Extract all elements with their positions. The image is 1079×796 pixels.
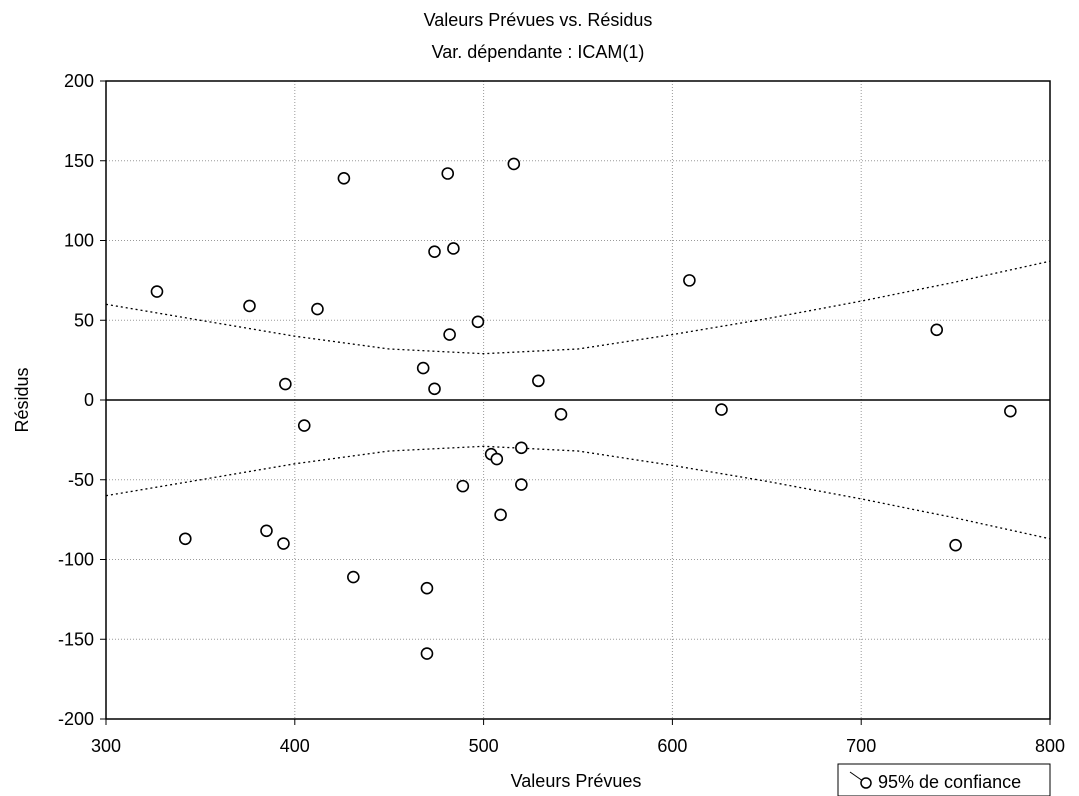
data-point xyxy=(243,299,256,313)
x-tick-label: 300 xyxy=(91,736,121,756)
x-tick-label: 500 xyxy=(469,736,499,756)
data-point xyxy=(930,323,944,337)
data-point xyxy=(297,419,311,432)
y-axis-label: Résidus xyxy=(12,367,32,432)
data-point xyxy=(490,452,504,466)
y-tick-label: 100 xyxy=(64,231,94,251)
data-point xyxy=(456,479,470,493)
chart-subtitle: Var. dépendante : ICAM(1) xyxy=(432,42,645,62)
data-point xyxy=(532,374,545,388)
chart-title: Valeurs Prévues vs. Résidus xyxy=(424,10,653,30)
data-point xyxy=(515,441,528,455)
x-tick-label: 600 xyxy=(657,736,687,756)
y-tick-label: 50 xyxy=(74,310,94,330)
data-point xyxy=(178,532,192,546)
data-point xyxy=(683,274,696,287)
axes xyxy=(105,80,1051,720)
legend: 95% de confiance xyxy=(837,763,1051,796)
data-point xyxy=(311,302,324,316)
data-point xyxy=(420,647,434,660)
data-point xyxy=(347,570,360,584)
y-tick-label: -100 xyxy=(58,550,94,570)
legend-label: 95% de confiance xyxy=(878,772,1021,792)
data-point xyxy=(447,242,460,255)
data-point xyxy=(260,524,273,538)
data-point xyxy=(1004,404,1017,418)
data-point xyxy=(507,157,521,171)
x-tick-label: 700 xyxy=(846,736,876,756)
y-tick-label: -50 xyxy=(68,470,94,490)
data-point xyxy=(949,538,962,552)
data-point xyxy=(279,377,292,391)
y-tick-label: 150 xyxy=(64,151,94,171)
y-tick-label: 200 xyxy=(64,71,94,91)
data-point xyxy=(416,361,430,375)
data-point xyxy=(443,328,456,341)
data-points xyxy=(150,157,1017,660)
data-point xyxy=(494,508,507,522)
data-point xyxy=(471,315,485,329)
data-point xyxy=(337,171,351,185)
legend-marker-icon xyxy=(860,777,872,789)
x-tick-label: 800 xyxy=(1035,736,1065,756)
data-point xyxy=(441,167,455,180)
confidence-upper-line xyxy=(105,260,1051,355)
legend-box xyxy=(837,763,1051,796)
y-tick-label: -200 xyxy=(58,709,94,729)
y-tick-label: 0 xyxy=(84,390,94,410)
data-point xyxy=(715,403,728,416)
x-axis-label: Valeurs Prévues xyxy=(511,771,642,791)
data-point xyxy=(515,478,528,491)
data-point xyxy=(150,285,164,298)
x-tick-label: 400 xyxy=(280,736,310,756)
data-point xyxy=(277,537,290,550)
confidence-band xyxy=(105,260,1051,540)
tick-labels: 300 400 500 600 700 800 -200 -150 -100 -50 0 50 100 1… xyxy=(58,71,1065,756)
data-point xyxy=(554,408,568,421)
confidence-lower-line xyxy=(105,445,1051,540)
data-point xyxy=(428,382,441,396)
data-point xyxy=(420,581,434,595)
y-tick-label: -150 xyxy=(58,629,94,649)
data-point xyxy=(428,245,441,258)
